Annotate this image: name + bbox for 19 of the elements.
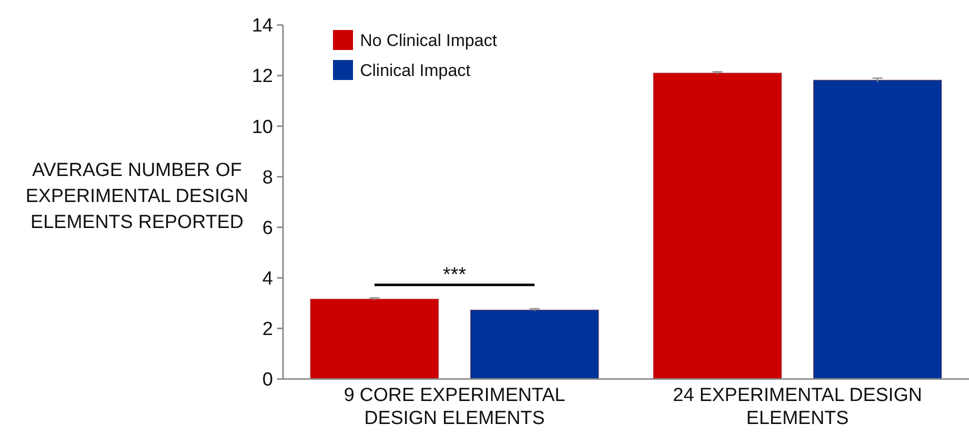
y-axis-title: AVERAGE NUMBER OF EXPERIMENTAL DESIGN ELEMENTS REPORTED xyxy=(26,160,248,233)
y-tick-label: 10 xyxy=(252,116,273,138)
significance-bracket: *** xyxy=(374,264,535,286)
x-tick-label: 9 CORE EXPERIMENTAL DESIGN ELEMENTS xyxy=(344,385,566,429)
x-tick-label: 24 EXPERIMENTAL DESIGN ELEMENTS xyxy=(672,385,922,429)
y-tick-label: 8 xyxy=(262,167,273,188)
annotation: *** xyxy=(442,264,466,286)
y-tick-label: 0 xyxy=(262,370,273,391)
y-tick-label: 4 xyxy=(262,268,274,290)
y-tick-label: 14 xyxy=(252,16,274,37)
bar xyxy=(813,80,942,380)
y-tick-label: 2 xyxy=(262,319,273,340)
legend-label: No Clinical Impact xyxy=(360,30,498,50)
bar xyxy=(470,309,600,380)
y-tick-label: 6 xyxy=(262,218,273,239)
bar xyxy=(652,72,782,380)
y-tick-label: 12 xyxy=(252,66,273,88)
legend-label: Clinical Impact xyxy=(360,60,471,80)
bar xyxy=(310,298,439,380)
